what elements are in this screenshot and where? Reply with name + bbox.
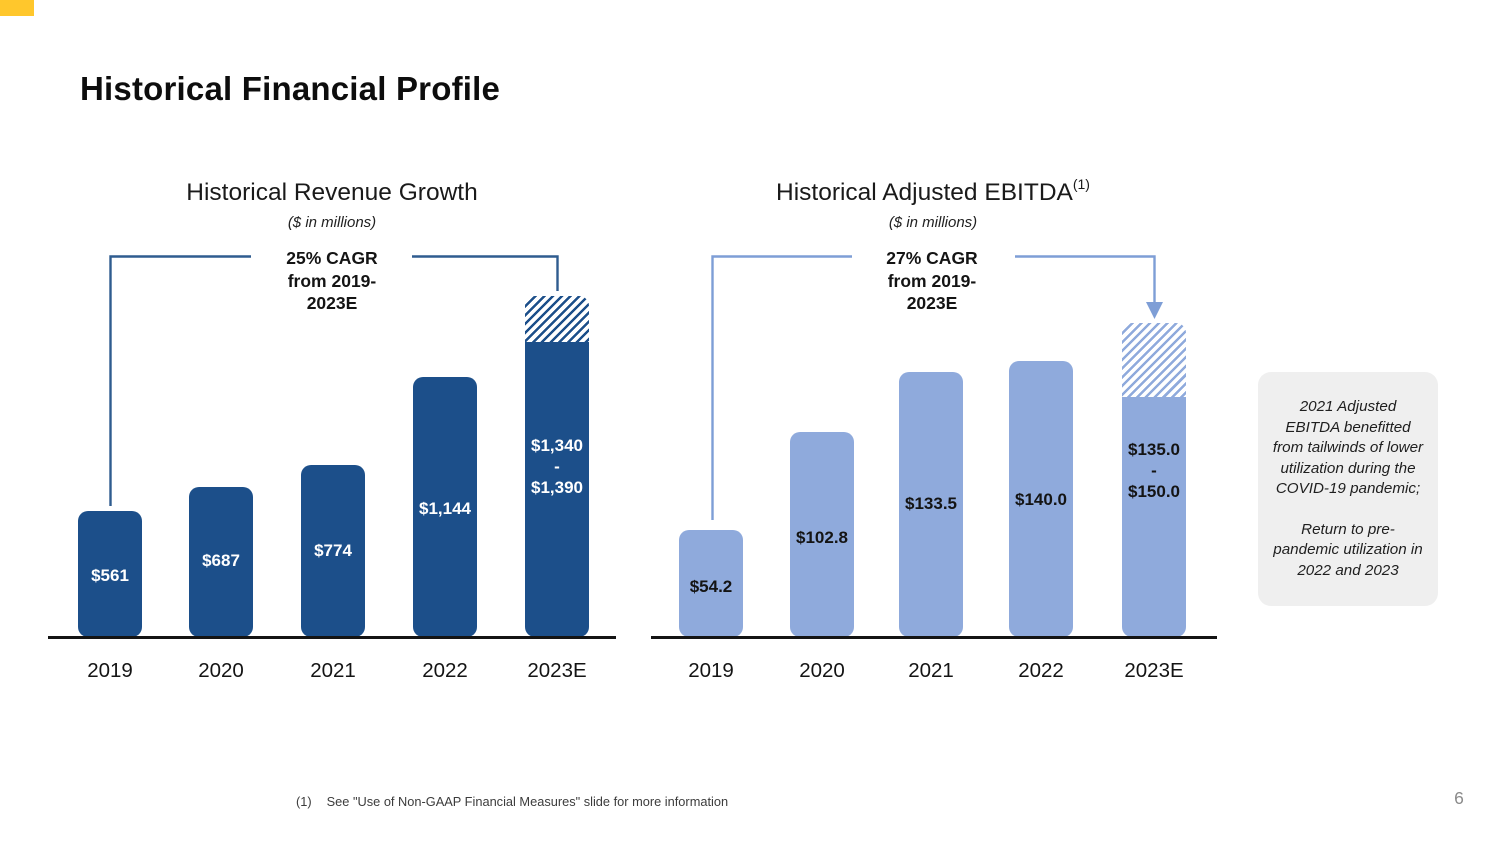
bar-value-label-2022: $1,144 bbox=[383, 498, 507, 519]
x-axis-label-2019: 2019 bbox=[688, 659, 734, 682]
revenue-chart-title-text: Historical Revenue Growth bbox=[186, 179, 478, 207]
bar-value-label-line: $135.0 bbox=[1128, 439, 1180, 459]
bar-2021 bbox=[301, 465, 365, 637]
x-axis-label-2020: 2020 bbox=[799, 659, 845, 682]
ebitda-chart-title-text: Historical Adjusted EBITDA bbox=[776, 179, 1073, 207]
footnote-marker: (1) bbox=[296, 794, 312, 809]
bar-value-label-line: $133.5 bbox=[905, 493, 957, 513]
revenue-x-axis-line bbox=[48, 636, 616, 639]
revenue-cagr-annotation: 25% CAGR from 2019- 2023E bbox=[286, 248, 378, 313]
ebitda-bracket-arrowhead-icon bbox=[1146, 302, 1163, 319]
bar-value-label-2020: $687 bbox=[159, 550, 283, 571]
revenue-bracket-left-segment bbox=[109, 255, 251, 506]
bar-value-label-line: $102.8 bbox=[796, 527, 848, 547]
bar-2020 bbox=[189, 487, 253, 637]
bar-value-label-2019: $561 bbox=[48, 565, 172, 586]
bar-value-label-2021: $774 bbox=[271, 540, 395, 561]
bar-2019 bbox=[78, 511, 142, 637]
x-axis-label-2019: 2019 bbox=[87, 659, 133, 682]
bar-2023e-estimate-hatch bbox=[1122, 323, 1186, 397]
revenue-chart-subtitle: ($ in millions) bbox=[287, 214, 377, 231]
bar-value-label-line: - bbox=[1151, 460, 1157, 480]
ebitda-chart-title-superscript: (1) bbox=[1072, 176, 1090, 192]
ebitda-chart-title: Historical Adjusted EBITDA(1) bbox=[650, 176, 1216, 207]
x-axis-label-2021: 2021 bbox=[908, 659, 954, 682]
ebitda-cagr-annotation: 27% CAGR from 2019- 2023E bbox=[886, 248, 978, 313]
x-axis-label-2022: 2022 bbox=[1018, 659, 1064, 682]
bar-value-label-line: $1,144 bbox=[419, 498, 471, 518]
revenue-bracket-right-segment bbox=[412, 255, 559, 291]
ebitda-chart-subtitle: ($ in millions) bbox=[888, 214, 978, 231]
bar-value-label-2020: $102.8 bbox=[760, 527, 884, 548]
bar-2023e bbox=[525, 342, 589, 637]
bar-2019 bbox=[679, 530, 743, 637]
bar-value-label-line: $774 bbox=[314, 540, 352, 560]
callout-paragraph-1: 2021 Adjusted EBITDA benefitted from tai… bbox=[1272, 398, 1424, 497]
page-number: 6 bbox=[1454, 788, 1464, 808]
ebitda-x-axis-line bbox=[651, 636, 1217, 639]
bar-value-label-line: $687 bbox=[202, 550, 240, 570]
bar-value-label-line: $150.0 bbox=[1128, 481, 1180, 501]
x-axis-label-2020: 2020 bbox=[198, 659, 244, 682]
x-axis-label-2022: 2022 bbox=[422, 659, 468, 682]
bar-2022 bbox=[1009, 361, 1073, 637]
bar-2022 bbox=[413, 377, 477, 637]
x-axis-label-2023e: 2023E bbox=[1124, 659, 1184, 682]
bar-2021 bbox=[899, 372, 963, 637]
ebitda-bracket-right-segment bbox=[1015, 255, 1156, 303]
callout-paragraph-2: Return to pre-pandemic utilization in 20… bbox=[1273, 520, 1423, 579]
page-title: Historical Financial Profile bbox=[80, 70, 501, 107]
x-axis-label-2023e: 2023E bbox=[527, 659, 587, 682]
bar-value-label-line: $1,390 bbox=[531, 477, 583, 497]
bar-value-label-line: $1,340 bbox=[531, 435, 583, 455]
bar-value-label-2022: $140.0 bbox=[979, 489, 1103, 510]
bar-2023e bbox=[1122, 397, 1186, 637]
x-axis-label-2021: 2021 bbox=[310, 659, 356, 682]
bar-value-label-2023e: $135.0- $150.0 bbox=[1092, 439, 1216, 502]
ebitda-callout-box: 2021 Adjusted EBITDA benefitted from tai… bbox=[1258, 372, 1438, 606]
corner-accent-mark bbox=[0, 0, 34, 16]
bar-value-label-line: $561 bbox=[91, 565, 129, 585]
bar-value-label-2023e: $1,340- $1,390 bbox=[495, 435, 619, 498]
footnote-text: See "Use of Non-GAAP Financial Measures"… bbox=[326, 794, 729, 809]
revenue-chart-title: Historical Revenue Growth bbox=[48, 178, 616, 207]
bar-value-label-2021: $133.5 bbox=[869, 493, 993, 514]
bar-value-label-line: $140.0 bbox=[1015, 489, 1067, 509]
bar-2023e-estimate-hatch bbox=[525, 296, 589, 342]
footnote: (1) See "Use of Non-GAAP Financial Measur… bbox=[296, 794, 728, 809]
bar-value-label-line: $54.2 bbox=[689, 576, 733, 596]
bar-2020 bbox=[790, 432, 854, 637]
bar-value-label-line: - bbox=[554, 456, 560, 476]
bar-value-label-2019: $54.2 bbox=[649, 576, 773, 597]
